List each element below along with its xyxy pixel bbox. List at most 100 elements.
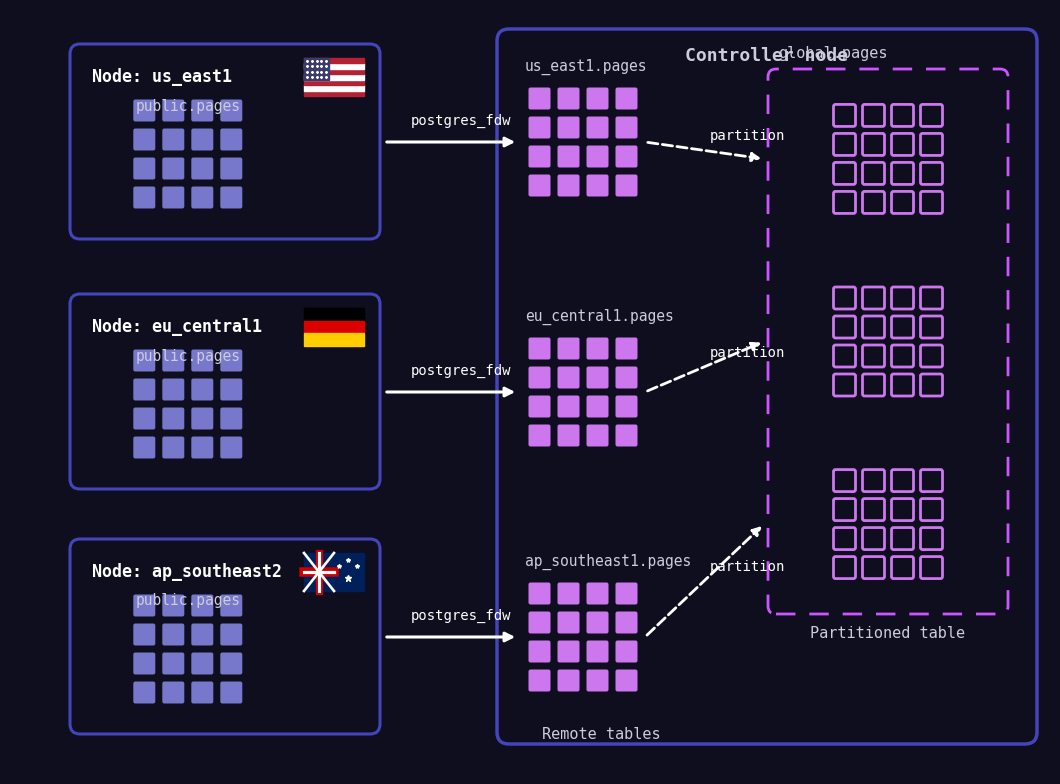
FancyBboxPatch shape <box>616 366 637 389</box>
Bar <box>304 80 364 85</box>
FancyBboxPatch shape <box>220 158 243 180</box>
FancyBboxPatch shape <box>220 100 243 122</box>
FancyBboxPatch shape <box>134 594 156 616</box>
FancyBboxPatch shape <box>616 117 637 139</box>
FancyBboxPatch shape <box>529 641 550 662</box>
Text: Controller node: Controller node <box>686 47 849 65</box>
FancyBboxPatch shape <box>586 641 608 662</box>
FancyBboxPatch shape <box>162 681 184 703</box>
FancyBboxPatch shape <box>558 670 580 691</box>
Bar <box>304 74 364 80</box>
FancyBboxPatch shape <box>558 395 580 418</box>
FancyBboxPatch shape <box>586 337 608 360</box>
FancyBboxPatch shape <box>191 350 213 372</box>
FancyBboxPatch shape <box>134 187 156 209</box>
FancyBboxPatch shape <box>162 408 184 430</box>
Bar <box>304 64 364 69</box>
FancyBboxPatch shape <box>616 395 637 418</box>
Text: Node: us_east1: Node: us_east1 <box>92 68 232 86</box>
FancyBboxPatch shape <box>616 337 637 360</box>
FancyBboxPatch shape <box>558 175 580 197</box>
FancyBboxPatch shape <box>586 670 608 691</box>
FancyBboxPatch shape <box>191 129 213 151</box>
FancyBboxPatch shape <box>529 175 550 197</box>
FancyBboxPatch shape <box>529 337 550 360</box>
FancyBboxPatch shape <box>134 408 156 430</box>
FancyBboxPatch shape <box>134 379 156 401</box>
FancyBboxPatch shape <box>220 652 243 674</box>
FancyBboxPatch shape <box>529 88 550 110</box>
Text: Node: ap_southeast2: Node: ap_southeast2 <box>92 563 282 581</box>
FancyBboxPatch shape <box>616 175 637 197</box>
FancyBboxPatch shape <box>558 146 580 168</box>
Text: ap_southeast1.pages: ap_southeast1.pages <box>525 554 691 570</box>
Text: Remote tables: Remote tables <box>542 727 660 742</box>
FancyBboxPatch shape <box>134 623 156 645</box>
FancyBboxPatch shape <box>134 100 156 122</box>
Text: public.pages: public.pages <box>136 99 241 114</box>
Bar <box>304 69 364 74</box>
FancyBboxPatch shape <box>162 187 184 209</box>
FancyBboxPatch shape <box>558 366 580 389</box>
FancyBboxPatch shape <box>134 350 156 372</box>
Text: partition: partition <box>709 560 784 574</box>
Text: postgres_fdw: postgres_fdw <box>411 609 511 623</box>
FancyBboxPatch shape <box>558 641 580 662</box>
FancyBboxPatch shape <box>191 187 213 209</box>
FancyBboxPatch shape <box>558 117 580 139</box>
FancyBboxPatch shape <box>134 681 156 703</box>
Bar <box>304 91 364 96</box>
Text: postgres_fdw: postgres_fdw <box>411 114 511 128</box>
FancyBboxPatch shape <box>616 641 637 662</box>
FancyBboxPatch shape <box>191 100 213 122</box>
Bar <box>304 553 364 591</box>
FancyBboxPatch shape <box>220 437 243 459</box>
FancyBboxPatch shape <box>134 158 156 180</box>
FancyBboxPatch shape <box>191 408 213 430</box>
FancyBboxPatch shape <box>134 652 156 674</box>
FancyBboxPatch shape <box>616 424 637 447</box>
FancyBboxPatch shape <box>616 612 637 633</box>
FancyBboxPatch shape <box>529 117 550 139</box>
FancyBboxPatch shape <box>162 350 184 372</box>
FancyBboxPatch shape <box>191 623 213 645</box>
FancyBboxPatch shape <box>558 612 580 633</box>
FancyBboxPatch shape <box>529 424 550 447</box>
FancyBboxPatch shape <box>220 129 243 151</box>
FancyBboxPatch shape <box>191 681 213 703</box>
FancyBboxPatch shape <box>191 652 213 674</box>
FancyBboxPatch shape <box>558 583 580 604</box>
Text: public.pages: public.pages <box>136 593 241 608</box>
FancyBboxPatch shape <box>220 379 243 401</box>
FancyBboxPatch shape <box>558 88 580 110</box>
FancyBboxPatch shape <box>134 129 156 151</box>
Text: partition: partition <box>709 346 784 360</box>
FancyBboxPatch shape <box>616 146 637 168</box>
FancyBboxPatch shape <box>529 366 550 389</box>
Bar <box>304 321 364 333</box>
FancyBboxPatch shape <box>220 594 243 616</box>
Text: us_east1.pages: us_east1.pages <box>525 59 648 75</box>
FancyBboxPatch shape <box>529 146 550 168</box>
FancyBboxPatch shape <box>529 612 550 633</box>
Text: Node: eu_central1: Node: eu_central1 <box>92 318 262 336</box>
FancyBboxPatch shape <box>616 670 637 691</box>
Bar <box>304 308 364 321</box>
FancyBboxPatch shape <box>191 437 213 459</box>
FancyBboxPatch shape <box>220 623 243 645</box>
Text: postgres_fdw: postgres_fdw <box>411 364 511 378</box>
FancyBboxPatch shape <box>162 129 184 151</box>
Bar <box>304 85 364 91</box>
FancyBboxPatch shape <box>586 88 608 110</box>
FancyBboxPatch shape <box>586 395 608 418</box>
FancyBboxPatch shape <box>558 424 580 447</box>
Text: global.pages: global.pages <box>778 46 887 61</box>
FancyBboxPatch shape <box>220 408 243 430</box>
Text: eu_central1.pages: eu_central1.pages <box>525 309 674 325</box>
FancyBboxPatch shape <box>616 583 637 604</box>
FancyBboxPatch shape <box>162 100 184 122</box>
Bar <box>304 58 330 80</box>
FancyBboxPatch shape <box>162 379 184 401</box>
FancyBboxPatch shape <box>162 437 184 459</box>
FancyBboxPatch shape <box>191 594 213 616</box>
